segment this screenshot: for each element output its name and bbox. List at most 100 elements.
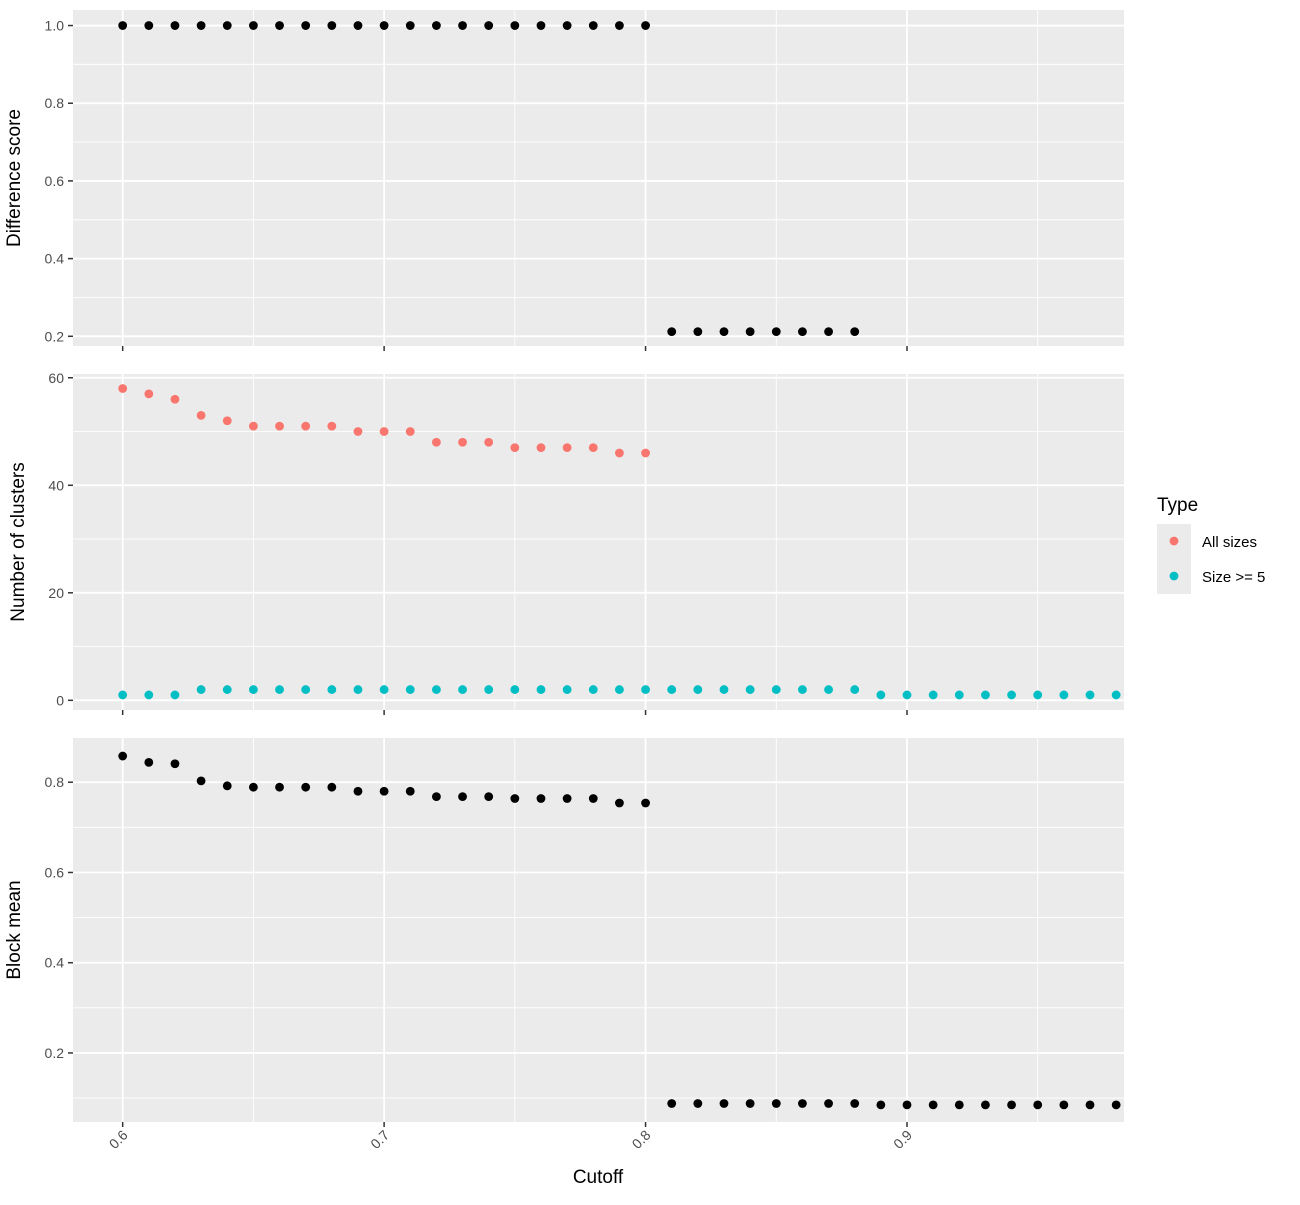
data-point xyxy=(405,21,415,30)
data-point xyxy=(902,690,912,700)
data-point xyxy=(327,782,337,792)
legend-entries: All sizes Size >= 5 xyxy=(1169,534,1265,586)
data-point xyxy=(615,21,624,30)
data-point xyxy=(981,690,990,700)
data-point xyxy=(771,685,781,694)
data-point xyxy=(301,21,311,30)
y-tick-label: 0.6 xyxy=(45,173,65,189)
legend-title: Type xyxy=(1157,495,1198,516)
y-tick-label: 0.2 xyxy=(45,328,65,344)
data-point xyxy=(248,21,258,30)
data-point xyxy=(405,786,415,796)
data-point xyxy=(222,685,232,694)
data-point xyxy=(693,1099,703,1108)
data-point xyxy=(588,794,598,803)
data-point xyxy=(719,1099,729,1108)
panel-number-of-clusters: 0 20 40 60 Number of clusters xyxy=(8,370,1124,715)
data-point xyxy=(222,21,232,30)
y-tick-label: 60 xyxy=(48,370,64,386)
data-point xyxy=(118,384,128,393)
data-point xyxy=(170,759,180,769)
data-point xyxy=(1085,690,1095,700)
x-axis-title: Cutoff xyxy=(573,1167,624,1188)
data-point xyxy=(771,1099,781,1108)
y-tick-label: 0.4 xyxy=(45,955,65,971)
data-point xyxy=(458,21,467,30)
data-point xyxy=(144,690,154,700)
data-point xyxy=(248,685,258,694)
panel-background-block xyxy=(73,738,1124,1122)
y-tick-label: 0.8 xyxy=(45,774,65,790)
data-point xyxy=(432,437,441,447)
data-point xyxy=(405,427,415,436)
data-point xyxy=(1059,1100,1069,1110)
y-tick-label: 40 xyxy=(48,477,64,493)
data-point xyxy=(170,21,180,30)
data-point xyxy=(484,792,494,802)
data-point xyxy=(353,685,363,694)
data-point xyxy=(144,21,154,30)
data-point xyxy=(1007,690,1016,700)
x-tick-label: 0.7 xyxy=(367,1127,392,1152)
data-point xyxy=(118,751,128,761)
data-point xyxy=(275,685,284,694)
data-point xyxy=(824,685,833,694)
data-point xyxy=(170,394,180,404)
data-point xyxy=(824,1099,833,1108)
data-point xyxy=(615,798,624,808)
data-point xyxy=(301,685,311,694)
legend: Type All sizes Size >= 5 xyxy=(1157,495,1265,594)
y-tick-label: 0.8 xyxy=(45,95,65,111)
data-point xyxy=(484,437,494,447)
data-point xyxy=(248,421,258,431)
x-axis: 0.6 0.7 0.8 0.9 xyxy=(106,1127,916,1152)
data-point xyxy=(275,421,284,431)
data-point xyxy=(850,327,860,337)
data-point xyxy=(301,421,311,431)
data-point xyxy=(562,794,572,803)
data-point xyxy=(850,1099,860,1108)
data-point xyxy=(458,437,467,447)
data-point xyxy=(850,685,860,694)
x-tick-label: 0.8 xyxy=(629,1127,654,1152)
data-point xyxy=(379,786,389,796)
data-point xyxy=(196,776,206,786)
legend-label-0: All sizes xyxy=(1202,534,1257,551)
data-point xyxy=(745,1099,755,1108)
data-point xyxy=(144,389,154,399)
legend-key-background xyxy=(1157,524,1191,594)
data-point xyxy=(615,448,624,458)
data-point xyxy=(458,792,467,802)
panel-block-mean: 0.2 0.4 0.6 0.8 Block mean xyxy=(4,738,1124,1127)
data-point xyxy=(719,327,729,337)
legend-key-0 xyxy=(1169,536,1179,546)
data-point xyxy=(798,1099,807,1108)
data-point xyxy=(379,685,389,694)
data-point xyxy=(641,448,650,458)
data-point xyxy=(667,1099,677,1108)
data-point xyxy=(745,685,755,694)
data-point xyxy=(1007,1100,1016,1110)
data-point xyxy=(327,421,337,431)
data-point xyxy=(196,685,206,694)
y-tick-label: 0.4 xyxy=(45,251,65,267)
data-point xyxy=(353,21,363,30)
data-point xyxy=(562,21,572,30)
data-point xyxy=(327,21,337,30)
y-tick-label: 20 xyxy=(48,585,64,601)
data-point xyxy=(379,427,389,436)
data-point xyxy=(196,21,206,30)
data-point xyxy=(1033,690,1043,700)
data-point xyxy=(536,685,546,694)
data-point xyxy=(1085,1100,1095,1110)
panel-background-difference xyxy=(73,10,1124,346)
data-point xyxy=(353,786,363,796)
data-point xyxy=(432,21,441,30)
data-point xyxy=(458,685,467,694)
data-point xyxy=(248,782,258,792)
data-point xyxy=(562,685,572,694)
data-point xyxy=(222,416,232,426)
data-point xyxy=(275,21,284,30)
data-point xyxy=(928,690,938,700)
